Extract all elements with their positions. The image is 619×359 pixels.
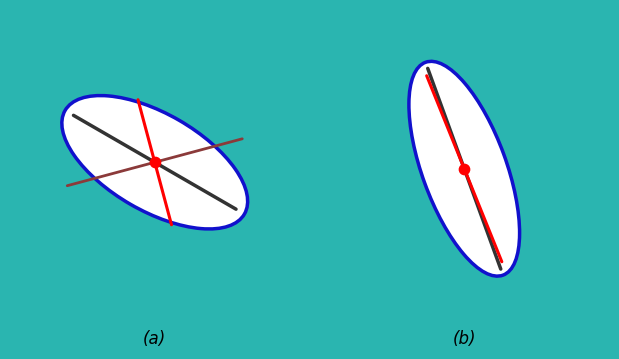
Text: (a): (a) bbox=[143, 330, 167, 348]
Ellipse shape bbox=[62, 95, 248, 229]
Ellipse shape bbox=[409, 61, 519, 276]
Point bbox=[150, 159, 160, 165]
Text: (b): (b) bbox=[452, 330, 476, 348]
Point bbox=[459, 166, 469, 172]
